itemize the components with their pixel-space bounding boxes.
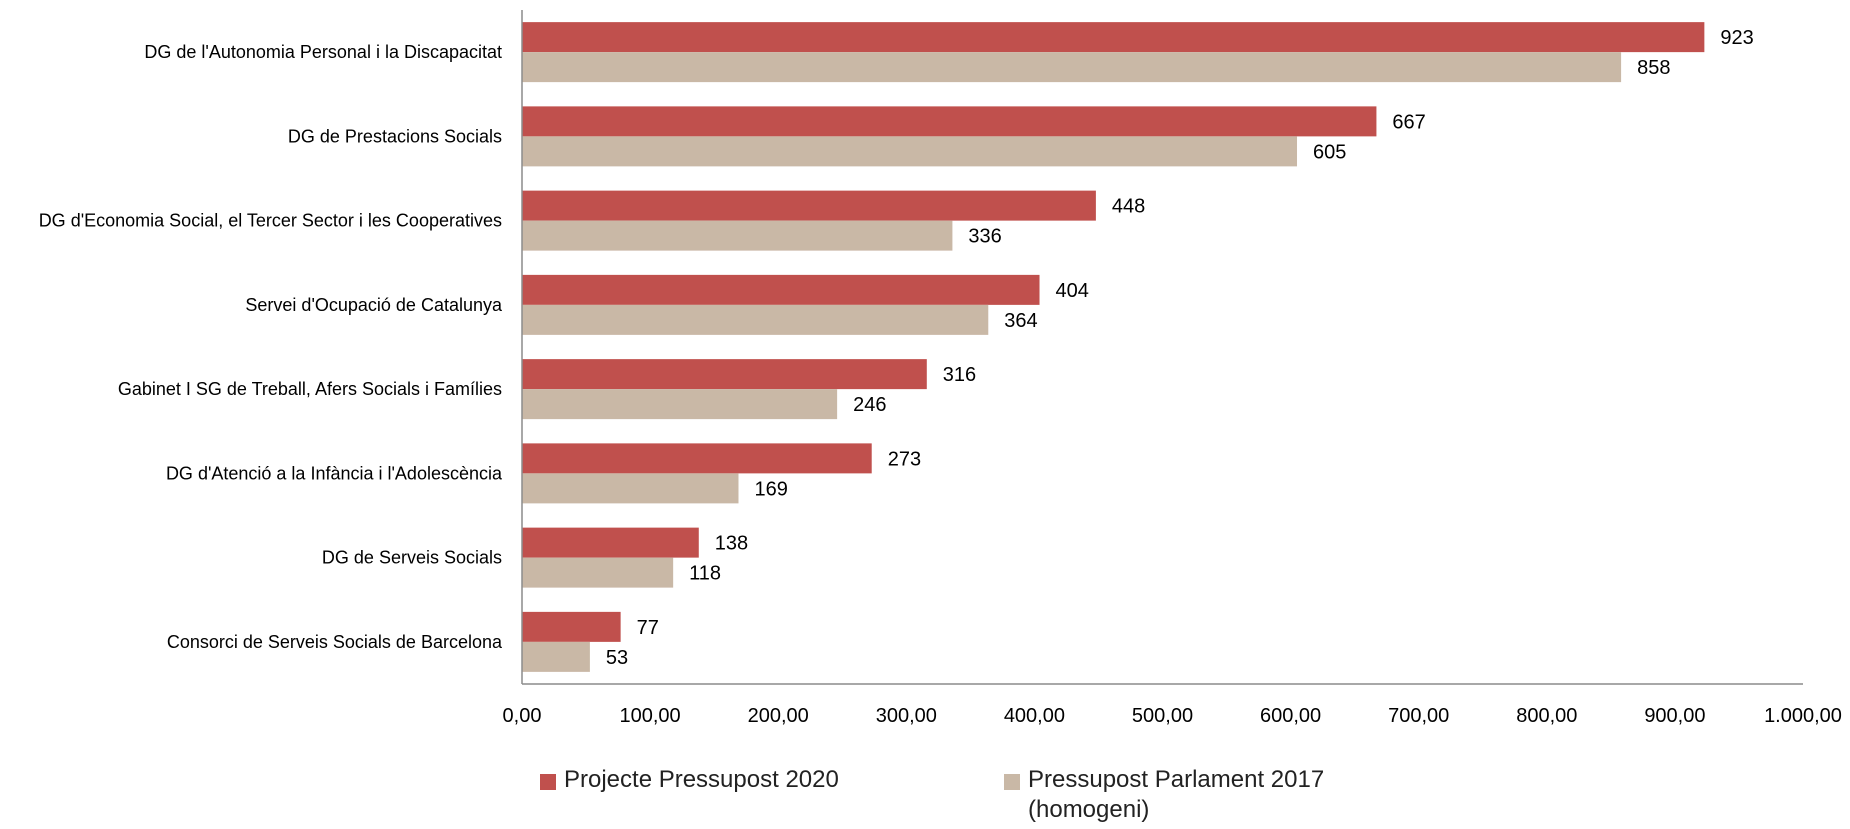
x-tick-label: 600,00 [1260, 705, 1321, 727]
x-tick-label: 700,00 [1388, 705, 1449, 727]
bars-group [522, 22, 1705, 672]
data-label: 138 [715, 533, 748, 555]
bar-series-0 [522, 22, 1705, 53]
legend-swatch-series-0 [540, 774, 556, 790]
category-label: Consorci de Serveis Socials de Barcelona [167, 632, 503, 652]
bar-series-1 [522, 136, 1298, 167]
data-label: 364 [1004, 310, 1037, 332]
bar-series-0 [522, 443, 872, 474]
x-tick-label: 0,00 [503, 705, 542, 727]
bar-series-0 [522, 274, 1040, 305]
legend-label-series-1: Pressupost Parlament 2017 (homogeni) [1028, 766, 1325, 823]
bar-series-1 [522, 304, 989, 335]
data-label: 316 [943, 364, 976, 386]
data-label: 53 [606, 647, 628, 669]
bar-series-0 [522, 106, 1377, 137]
data-label: 448 [1112, 196, 1145, 218]
x-tick-label: 300,00 [876, 705, 937, 727]
bar-series-0 [522, 190, 1096, 221]
data-label: 273 [888, 448, 921, 470]
x-tick-label: 800,00 [1516, 705, 1577, 727]
category-label: DG de Serveis Socials [322, 548, 502, 568]
bar-series-0 [522, 611, 621, 642]
data-label: 77 [637, 617, 659, 639]
bar-series-1 [522, 52, 1622, 83]
bar-series-1 [522, 220, 953, 251]
category-label: DG de l'Autonomia Personal i la Discapac… [144, 42, 502, 62]
axes [521, 10, 1803, 685]
bar-series-1 [522, 473, 739, 504]
x-tick-label: 100,00 [620, 705, 681, 727]
x-tick-label: 1.000,00 [1764, 705, 1842, 727]
legend-label-series-0: Projecte Pressupost 2020 [564, 766, 839, 793]
legend-item-series-0: Projecte Pressupost 2020 [540, 765, 904, 795]
bar-series-1 [522, 389, 838, 420]
bar-series-1 [522, 641, 590, 672]
x-tick-labels: 0,00 100,00 200,00 300,00 400,00 500,00 600,00… [503, 705, 1842, 727]
category-label: DG de Prestacions Socials [288, 126, 502, 146]
legend-item-series-1: Pressupost Parlament 2017 (homogeni) [1004, 765, 1388, 825]
data-label: 404 [1056, 280, 1089, 302]
legend-swatch-series-1 [1004, 774, 1020, 790]
category-label: DG d'Atenció a la Infància i l'Adolescèn… [166, 463, 503, 483]
x-tick-label: 400,00 [1004, 705, 1065, 727]
data-label: 858 [1637, 57, 1670, 79]
data-label: 336 [968, 226, 1001, 248]
bar-series-0 [522, 359, 927, 390]
data-label: 605 [1313, 141, 1346, 163]
bar-series-1 [522, 557, 674, 588]
value-labels: 923 858 667 605 448 336 404 364 316 246 273 169 138 1… [606, 27, 1754, 669]
x-tick-label: 200,00 [748, 705, 809, 727]
data-label: 246 [853, 394, 886, 416]
bar-chart: DG de l'Autonomia Personal i la Discapac… [39, 10, 1842, 727]
data-label: 169 [754, 478, 787, 500]
x-tick-label: 500,00 [1132, 705, 1193, 727]
category-label: Servei d'Ocupació de Catalunya [245, 295, 503, 315]
category-labels: DG de l'Autonomia Personal i la Discapac… [39, 42, 503, 652]
x-tick-label: 900,00 [1644, 705, 1705, 727]
category-label: Gabinet I SG de Treball, Afers Socials i… [118, 379, 502, 399]
data-label: 923 [1720, 27, 1753, 49]
category-label: DG d'Economia Social, el Tercer Sector i… [39, 211, 502, 231]
bar-series-0 [522, 527, 699, 558]
data-label: 118 [689, 563, 721, 585]
data-label: 667 [1392, 111, 1425, 133]
